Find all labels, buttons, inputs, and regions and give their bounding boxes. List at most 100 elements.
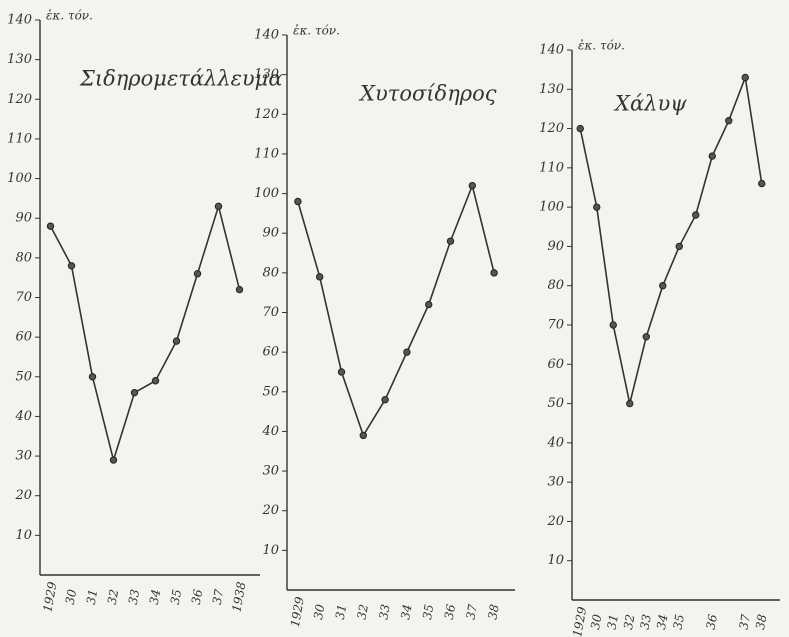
y-tick-label: 50 xyxy=(15,369,32,384)
data-line xyxy=(297,183,495,438)
y-tick-label: 120 xyxy=(7,92,32,107)
y-tick-label: 30 xyxy=(547,475,564,490)
data-point xyxy=(490,269,498,277)
y-tick-label: 120 xyxy=(254,107,279,122)
y-tick-label: 80 xyxy=(15,250,32,265)
y-tick-label: 40 xyxy=(261,424,279,439)
x-tick-label: 33 xyxy=(126,588,143,606)
data-point xyxy=(193,270,202,278)
y-tick-label: 140 xyxy=(254,28,279,43)
data-line xyxy=(579,74,763,404)
x-tick-label: 33 xyxy=(638,613,655,631)
y-tick-label: 50 xyxy=(547,396,564,411)
data-point xyxy=(403,348,411,356)
x-tick-label: 34 xyxy=(147,588,163,605)
y-tick-label: 100 xyxy=(539,200,564,215)
y-tick-label: 110 xyxy=(7,131,32,146)
x-tick-label: 1938 xyxy=(229,580,248,613)
data-point xyxy=(675,242,683,251)
x-tick-label: 35 xyxy=(671,613,687,630)
data-point xyxy=(741,73,749,82)
x-tick-label: 33 xyxy=(376,603,393,621)
x-tick-label: 1929 xyxy=(40,580,59,613)
y-tick-label: 130 xyxy=(254,67,279,82)
x-tick-label: 31 xyxy=(605,613,621,630)
x-tick-label: 38 xyxy=(485,603,502,621)
data-point xyxy=(758,179,766,188)
data-point xyxy=(130,388,139,397)
data-point xyxy=(425,300,433,309)
x-tick-label: 37 xyxy=(210,588,227,606)
y-tick-label: 140 xyxy=(7,13,32,28)
y-tick-label: 20 xyxy=(261,503,279,518)
y-axis-label: ἐκ. τόν. xyxy=(293,24,340,38)
y-tick-label: 10 xyxy=(262,543,279,558)
y-tick-label: 60 xyxy=(15,330,32,345)
data-point xyxy=(692,211,700,219)
x-tick-label: 34 xyxy=(654,613,670,630)
data-point xyxy=(468,181,476,190)
x-tick-label: 35 xyxy=(168,588,184,605)
data-point xyxy=(316,273,324,281)
x-tick-label: 1929 xyxy=(288,595,307,628)
x-tick-label: 1929 xyxy=(570,605,589,637)
y-axis-label: ἐκ. τόν. xyxy=(578,39,625,53)
x-tick-label: 31 xyxy=(84,588,100,605)
data-point xyxy=(214,202,223,211)
y-tick-label: 80 xyxy=(262,265,279,280)
data-line xyxy=(49,203,241,463)
y-tick-label: 120 xyxy=(539,121,564,136)
data-point xyxy=(337,368,346,376)
y-axis-label: ἐκ. τόν. xyxy=(46,9,93,23)
x-tick-label: 30 xyxy=(311,603,328,621)
x-tick-label: 32 xyxy=(355,603,371,620)
y-tick-label: 70 xyxy=(262,305,279,320)
y-tick-label: 40 xyxy=(546,435,564,450)
data-point xyxy=(446,237,455,245)
data-point xyxy=(88,373,97,381)
x-tick-label: 37 xyxy=(737,613,754,631)
y-tick-label: 100 xyxy=(254,186,279,201)
data-point xyxy=(46,222,55,230)
data-point xyxy=(659,282,667,290)
data-point xyxy=(708,152,716,160)
x-tick-label: 32 xyxy=(105,588,121,605)
y-tick-label: 10 xyxy=(547,553,564,568)
y-tick-label: 100 xyxy=(7,171,32,186)
x-tick-label: 30 xyxy=(63,588,80,606)
x-tick-label: 37 xyxy=(464,603,481,621)
data-point xyxy=(593,203,601,211)
y-tick-label: 40 xyxy=(14,409,32,424)
x-tick-label: 36 xyxy=(189,588,206,606)
y-tick-label: 90 xyxy=(547,239,564,254)
y-tick-label: 130 xyxy=(7,52,32,67)
chart-title: Χυτοσίδηρος xyxy=(358,82,497,106)
y-tick-label: 70 xyxy=(547,318,564,333)
y-tick-label: 30 xyxy=(262,464,279,479)
x-tick-label: 32 xyxy=(621,613,637,630)
data-point xyxy=(576,124,584,133)
y-tick-label: 90 xyxy=(15,211,32,226)
data-point xyxy=(294,197,302,206)
data-point xyxy=(151,377,160,385)
x-tick-label: 30 xyxy=(588,613,605,631)
chart-title: Σιδηρομετάλλευμα xyxy=(79,67,283,91)
x-tick-label: 35 xyxy=(420,603,436,620)
data-point xyxy=(67,262,76,270)
y-tick-label: 70 xyxy=(15,290,32,305)
y-tick-label: 60 xyxy=(547,357,564,372)
y-tick-label: 80 xyxy=(547,278,564,293)
y-tick-label: 30 xyxy=(15,449,32,464)
x-tick-label: 34 xyxy=(398,603,414,620)
data-point xyxy=(359,431,367,440)
x-tick-label: 31 xyxy=(333,603,349,620)
data-point xyxy=(609,321,617,329)
y-tick-label: 20 xyxy=(546,514,564,529)
data-point xyxy=(381,396,389,404)
y-tick-label: 140 xyxy=(539,43,564,58)
y-tick-label: 50 xyxy=(262,384,279,399)
y-tick-label: 10 xyxy=(15,528,32,543)
x-tick-label: 36 xyxy=(442,603,459,621)
y-tick-label: 110 xyxy=(254,146,279,161)
